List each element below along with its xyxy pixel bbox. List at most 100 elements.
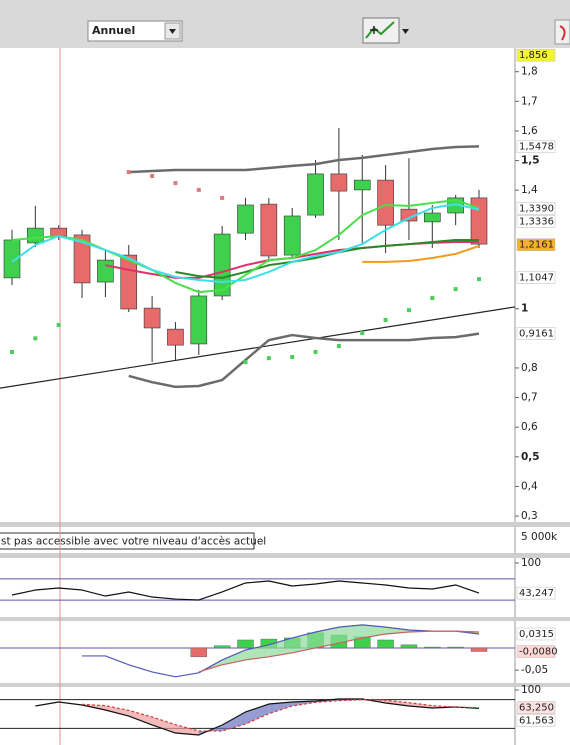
value-tag-label: 1,856 bbox=[519, 50, 548, 61]
select-arrow bbox=[169, 29, 176, 34]
candle-body bbox=[353, 179, 371, 191]
sar-dot bbox=[56, 322, 61, 327]
value-tag-label: 1,2161 bbox=[519, 240, 554, 251]
indicator-fill bbox=[315, 627, 339, 648]
series-line bbox=[11, 580, 480, 601]
sar-dot bbox=[383, 317, 388, 322]
value-tag-label: 1,1047 bbox=[519, 273, 554, 284]
value-tag bbox=[516, 327, 556, 340]
candle-body bbox=[307, 173, 324, 216]
sar-dot bbox=[33, 336, 38, 341]
value-tag bbox=[516, 48, 556, 62]
value-tag bbox=[516, 238, 556, 251]
y-tick-label: 0,4 bbox=[521, 480, 538, 492]
histogram-bar bbox=[213, 645, 231, 649]
candle-body bbox=[377, 179, 394, 226]
period-label: Annuel bbox=[92, 24, 135, 37]
value-tag bbox=[516, 701, 556, 714]
histogram-bar bbox=[470, 647, 488, 652]
indicator-fill bbox=[385, 700, 409, 706]
sar-dot bbox=[126, 170, 131, 175]
indicator-fill bbox=[175, 724, 199, 735]
refresh-icon bbox=[559, 25, 566, 41]
indicator-fill bbox=[338, 624, 363, 644]
indicator-fill bbox=[268, 702, 293, 714]
sar-dot bbox=[150, 173, 155, 178]
y-tick-label: 1,5 bbox=[521, 155, 540, 167]
y-tick-label: 1,6 bbox=[521, 125, 538, 137]
series-line bbox=[35, 698, 480, 736]
candle-body bbox=[73, 234, 91, 284]
value-tag bbox=[516, 215, 556, 228]
histogram-bar bbox=[237, 639, 254, 649]
value-tag-label: 63,250 bbox=[519, 703, 554, 714]
panel-separator bbox=[0, 617, 570, 621]
series-line bbox=[82, 624, 480, 678]
value-tag-label: -0,0080 bbox=[519, 647, 558, 658]
series-line bbox=[175, 238, 479, 279]
notice-text: st pas accessible avec votre niveau d'ac… bbox=[1, 536, 266, 548]
chart-background bbox=[0, 48, 570, 745]
value-tag-label: 1,3390 bbox=[519, 203, 554, 214]
indicator-fill bbox=[245, 704, 269, 724]
panel-separator bbox=[0, 553, 570, 558]
sar-dot bbox=[243, 360, 248, 365]
histogram-bar bbox=[400, 644, 418, 649]
series-line bbox=[128, 332, 480, 389]
series-line bbox=[198, 630, 480, 673]
value-tag bbox=[516, 645, 556, 658]
histogram-bar bbox=[424, 646, 441, 649]
y-tick-label: 100 bbox=[521, 684, 541, 696]
refresh-button[interactable] bbox=[554, 19, 570, 45]
sar-dot bbox=[10, 349, 14, 354]
candle-body bbox=[97, 259, 114, 283]
series-line bbox=[82, 699, 480, 732]
value-tag-label: 1,3336 bbox=[519, 216, 554, 227]
value-tag-label: 61,563 bbox=[519, 716, 554, 727]
value-tag bbox=[516, 271, 556, 284]
volume-tick-label: 5 000k bbox=[521, 531, 558, 543]
y-tick-label: 1 bbox=[521, 303, 528, 315]
sar-dot bbox=[313, 349, 318, 354]
series-line bbox=[11, 198, 480, 294]
period-select[interactable] bbox=[87, 20, 183, 42]
panel-separator bbox=[0, 683, 570, 687]
histogram-bar bbox=[190, 647, 208, 658]
y-tick-label: 1,8 bbox=[521, 66, 538, 78]
y-tick-label: 0,6 bbox=[521, 421, 538, 433]
y-tick-label: 0,7 bbox=[521, 392, 538, 404]
value-tag bbox=[516, 202, 556, 215]
series-line bbox=[11, 203, 480, 284]
candle-body bbox=[260, 203, 278, 257]
toolbar bbox=[0, 0, 570, 48]
indicator-fill bbox=[292, 631, 316, 653]
sar-dot bbox=[173, 181, 178, 186]
histogram-bar bbox=[377, 639, 394, 649]
value-tag bbox=[516, 586, 556, 600]
y-tick-label: 0,8 bbox=[521, 362, 538, 374]
candle-body bbox=[167, 328, 184, 346]
candle-body bbox=[423, 212, 441, 223]
sar-dot bbox=[406, 308, 411, 313]
candle-body bbox=[143, 307, 161, 329]
value-tag-label: 0,0315 bbox=[519, 629, 554, 640]
indicator-fill bbox=[245, 644, 269, 660]
candle-body bbox=[27, 227, 44, 244]
value-tag bbox=[516, 140, 556, 153]
indicator-plus bbox=[370, 26, 378, 34]
sar-dot bbox=[336, 344, 341, 349]
candle-body bbox=[237, 204, 254, 234]
sar-dot bbox=[266, 356, 271, 361]
indicator-dropdown[interactable] bbox=[402, 29, 409, 34]
indicator-fill bbox=[268, 637, 293, 657]
sar-dot bbox=[360, 330, 365, 335]
sar-dot bbox=[453, 287, 458, 292]
indicator-fill bbox=[152, 717, 176, 734]
panel-separator bbox=[0, 522, 570, 527]
value-tag bbox=[516, 714, 556, 727]
value-tag-label: 43,247 bbox=[519, 588, 554, 599]
sar-dot bbox=[477, 277, 481, 282]
candle-body bbox=[470, 197, 488, 245]
trend-line bbox=[0, 306, 516, 389]
